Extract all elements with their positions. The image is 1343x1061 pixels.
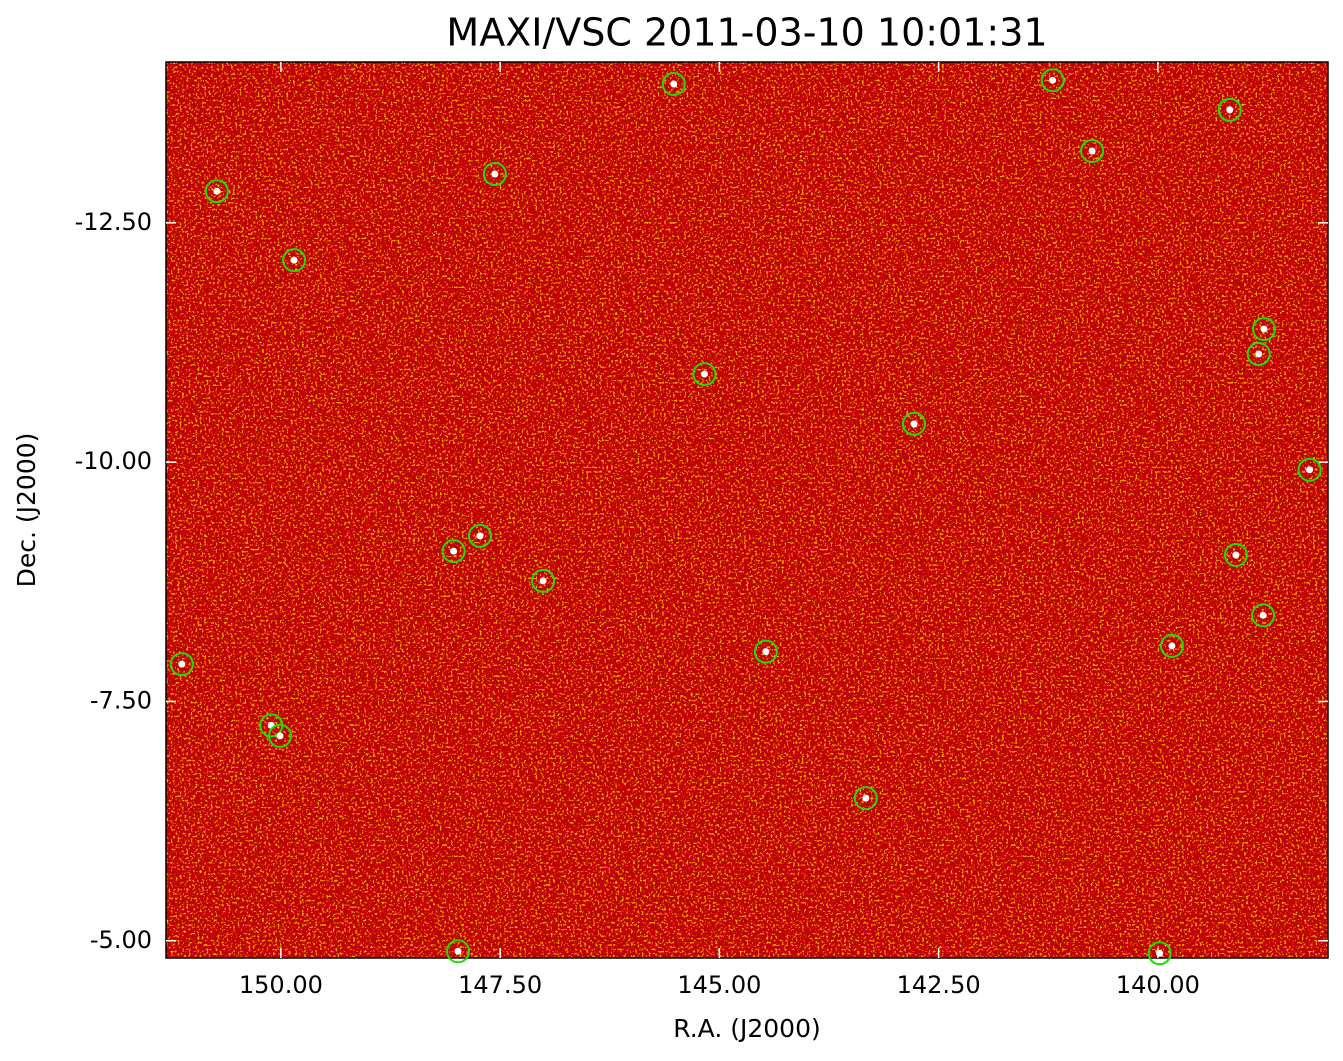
source-glow <box>539 577 547 585</box>
source-glow <box>213 187 221 195</box>
x-tick-label: 145.00 <box>677 971 761 999</box>
source-marker <box>204 179 229 204</box>
source-marker <box>1159 633 1184 658</box>
source-glow <box>700 370 708 378</box>
plot-frame <box>165 61 1329 959</box>
y-axis-label: Dec. (J2000) <box>12 433 41 588</box>
source-glow <box>450 547 458 555</box>
source-glow <box>1260 325 1268 333</box>
source-marker <box>853 786 878 811</box>
source-marker <box>1246 341 1271 366</box>
source-marker <box>692 362 717 387</box>
source-marker <box>467 523 492 548</box>
source-glow <box>178 660 186 668</box>
source-marker <box>902 411 927 436</box>
source-glow <box>1088 147 1096 155</box>
source-marker <box>1040 68 1065 93</box>
x-axis-label: R.A. (J2000) <box>673 1014 821 1043</box>
source-marker <box>482 162 507 186</box>
source-marker <box>661 72 686 97</box>
x-tick-label: 140.00 <box>1116 971 1200 999</box>
source-glow <box>454 947 462 955</box>
source-marker <box>1251 317 1276 342</box>
source-marker <box>1217 97 1242 122</box>
source-glow <box>491 170 499 178</box>
y-tick-label: -7.50 <box>90 686 152 714</box>
source-glow <box>276 732 284 740</box>
source-marker <box>753 639 778 664</box>
x-tick-label: 142.50 <box>897 971 981 999</box>
source-glow <box>1232 551 1240 559</box>
source-glow <box>862 794 870 802</box>
source-marker <box>169 652 194 677</box>
chart-title: MAXI/VSC 2011-03-10 10:01:31 <box>446 11 1047 55</box>
source-glow <box>1306 466 1314 474</box>
source-marker <box>446 939 471 964</box>
y-tick-label: -10.00 <box>75 447 152 475</box>
source-marker <box>1080 139 1105 164</box>
source-glow <box>1226 106 1234 114</box>
source-glow <box>670 80 678 88</box>
x-tick-label: 150.00 <box>239 971 323 999</box>
source-glow <box>1156 949 1164 957</box>
source-glow <box>1168 642 1176 650</box>
source-marker <box>268 723 293 748</box>
source-marker <box>1223 542 1248 567</box>
source-glow <box>290 256 298 264</box>
source-marker <box>441 539 466 564</box>
source-glow <box>762 648 770 656</box>
source-glow <box>910 420 918 428</box>
source-marker <box>1297 457 1322 482</box>
image-noise <box>166 62 1328 958</box>
x-tick-label: 147.50 <box>458 971 542 999</box>
source-marker <box>1147 941 1172 966</box>
source-marker <box>1251 603 1276 628</box>
y-tick-label: -5.00 <box>90 926 152 954</box>
source-glow <box>1259 611 1267 619</box>
source-glow <box>476 532 484 540</box>
source-glow <box>1255 350 1263 358</box>
source-marker <box>282 248 307 273</box>
y-tick-label: -12.50 <box>75 208 152 236</box>
source-glow <box>1049 76 1057 84</box>
source-marker <box>531 568 556 593</box>
